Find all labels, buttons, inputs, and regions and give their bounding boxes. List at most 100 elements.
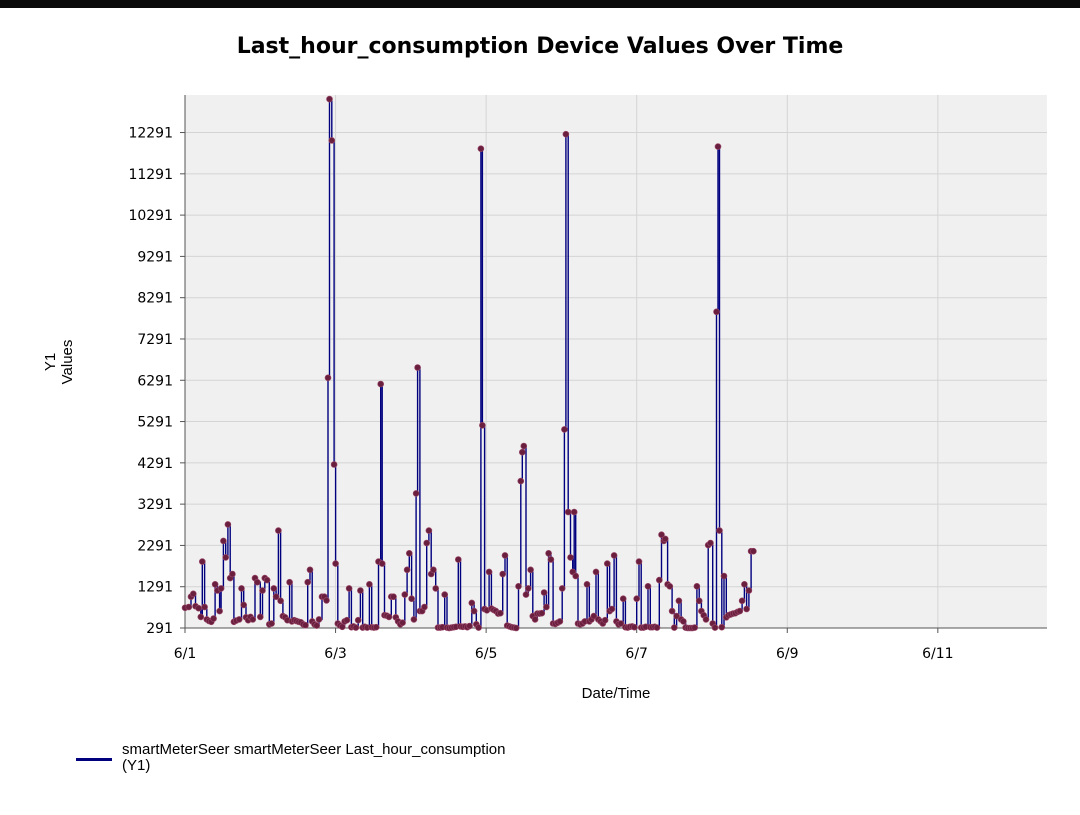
data-point xyxy=(538,609,546,617)
data-point xyxy=(531,616,539,623)
data-point xyxy=(522,591,530,598)
x-tick-label: 6/11 xyxy=(922,646,953,662)
data-point xyxy=(693,582,701,590)
legend-label-line2: (Y1) xyxy=(122,757,151,774)
data-point xyxy=(716,527,723,534)
data-point xyxy=(405,549,413,557)
data-point xyxy=(330,461,338,468)
y-axis-title-line1: Y1 xyxy=(42,353,59,371)
data-point xyxy=(545,549,552,557)
data-point xyxy=(561,426,568,433)
data-point xyxy=(666,582,674,590)
data-point xyxy=(501,552,509,559)
data-point xyxy=(695,597,703,605)
data-point xyxy=(414,364,421,371)
legend-label-line1: smartMeterSeer smartMeterSeer Last_hour_… xyxy=(122,741,506,758)
data-point xyxy=(390,593,397,601)
data-point xyxy=(377,380,385,388)
data-point xyxy=(675,597,683,605)
data-point xyxy=(286,578,293,586)
data-point xyxy=(229,570,236,578)
data-point xyxy=(454,556,462,563)
data-point xyxy=(315,616,323,623)
data-point xyxy=(558,585,566,592)
x-axis-title: Date/Time xyxy=(582,685,651,702)
y-tick-label: 1291 xyxy=(137,580,173,596)
y-axis-title-line2: Values xyxy=(59,340,76,385)
data-point xyxy=(240,601,247,609)
data-point xyxy=(259,587,266,594)
data-point xyxy=(249,616,257,623)
data-point xyxy=(564,508,572,516)
data-point xyxy=(378,560,386,567)
data-point xyxy=(343,616,351,624)
data-point xyxy=(220,537,227,545)
data-point xyxy=(235,616,243,623)
data-point xyxy=(718,623,726,631)
data-point xyxy=(653,624,661,631)
data-point xyxy=(313,622,321,629)
data-point xyxy=(324,374,332,382)
data-point xyxy=(199,558,206,565)
data-point xyxy=(268,620,275,627)
y-tick-label: 4291 xyxy=(137,456,173,472)
data-point xyxy=(567,554,574,561)
data-point xyxy=(635,558,643,565)
data-point xyxy=(691,624,699,631)
data-point xyxy=(328,137,336,144)
data-point xyxy=(610,552,618,559)
data-point xyxy=(385,613,393,621)
axes xyxy=(180,95,1047,633)
data-point xyxy=(661,535,669,543)
data-point xyxy=(421,603,428,611)
y-tick-label: 2291 xyxy=(137,538,173,554)
data-point xyxy=(304,578,312,586)
data-point xyxy=(338,623,346,631)
data-point xyxy=(408,595,415,603)
data-point xyxy=(668,607,676,615)
data-point xyxy=(745,587,753,594)
data-point xyxy=(211,580,219,588)
data-point xyxy=(631,623,638,631)
data-point xyxy=(603,560,611,567)
data-point xyxy=(619,595,627,603)
data-point xyxy=(515,582,522,590)
data-point xyxy=(524,585,532,592)
plot-area xyxy=(185,95,1047,628)
series-layer xyxy=(181,95,757,632)
data-point xyxy=(354,616,362,624)
data-point xyxy=(714,143,722,150)
data-point xyxy=(592,568,600,576)
y-tick-label: 10291 xyxy=(128,208,173,224)
data-point xyxy=(738,597,746,605)
legend-label: smartMeterSeer smartMeterSeer Last_hour_… xyxy=(122,742,622,774)
data-point xyxy=(556,618,564,625)
data-point xyxy=(711,624,719,631)
data-point xyxy=(197,613,205,621)
data-point xyxy=(485,568,493,576)
data-point xyxy=(401,591,409,598)
data-point xyxy=(468,599,476,607)
data-point xyxy=(253,578,261,586)
data-point xyxy=(617,620,625,627)
data-point xyxy=(655,576,663,584)
data-point xyxy=(517,477,525,485)
data-point xyxy=(658,531,665,539)
data-point xyxy=(601,616,609,624)
data-point xyxy=(470,607,478,615)
y-tick-label: 12291 xyxy=(128,126,173,142)
data-point xyxy=(479,421,486,429)
data-point xyxy=(441,591,449,598)
data-point xyxy=(410,616,418,623)
data-point xyxy=(499,570,507,578)
data-point xyxy=(366,580,373,588)
data-point xyxy=(345,585,353,592)
x-tick-label: 6/9 xyxy=(776,646,799,662)
data-point xyxy=(332,560,339,567)
data-point xyxy=(275,527,282,534)
data-point xyxy=(583,580,591,588)
data-point xyxy=(750,547,757,555)
y-tick-label: 6291 xyxy=(137,373,173,389)
data-point xyxy=(736,607,744,615)
